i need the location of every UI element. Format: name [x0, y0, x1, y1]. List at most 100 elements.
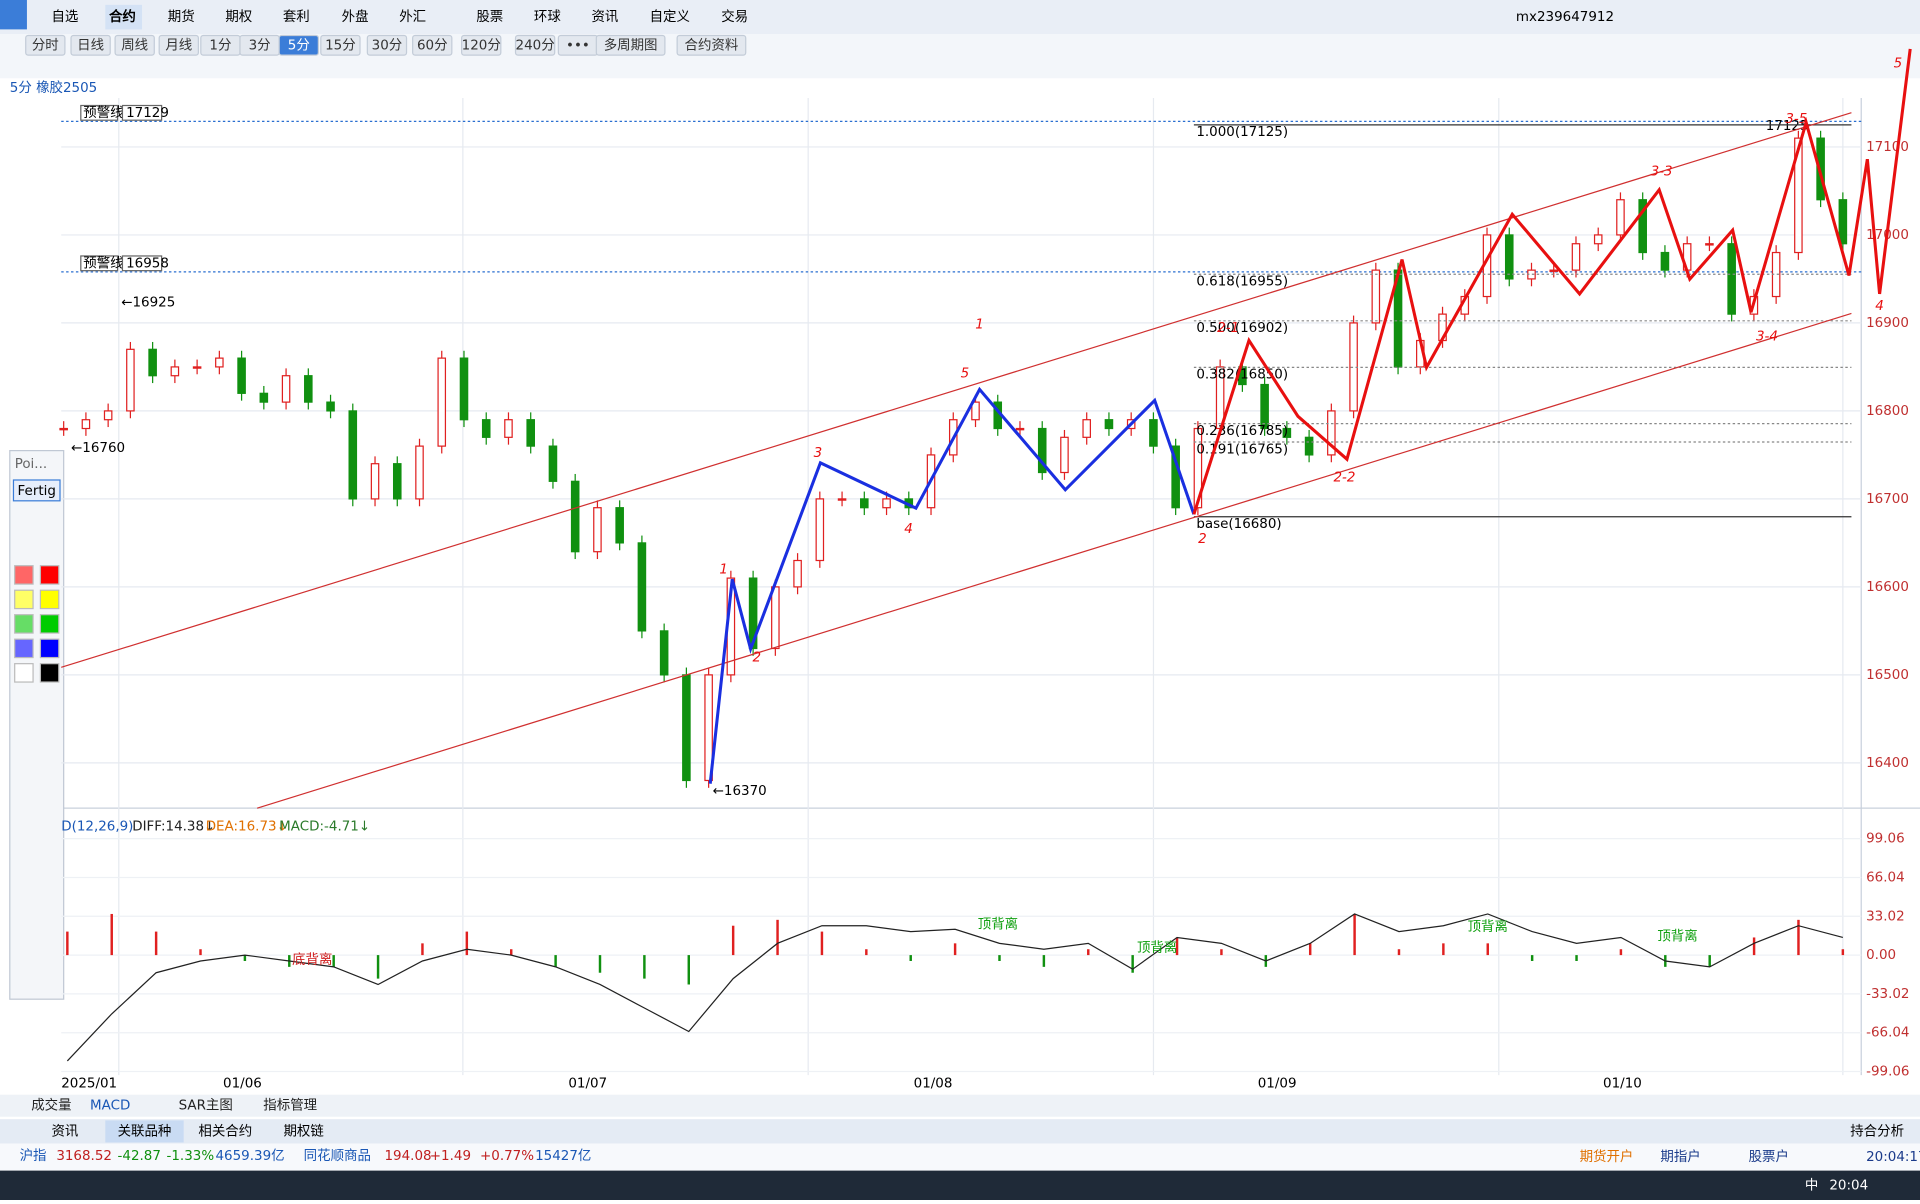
bottom-tab-bar — [0, 1119, 1920, 1144]
indicator-tab[interactable]: SAR主图 — [179, 1098, 233, 1114]
color-swatch[interactable] — [39, 663, 60, 683]
color-swatch[interactable] — [14, 614, 34, 634]
candle — [1149, 419, 1158, 447]
macd-bar — [998, 955, 1001, 961]
period-button[interactable] — [278, 34, 319, 56]
menu-item[interactable]: 股票 — [476, 10, 503, 25]
color-swatch[interactable] — [39, 565, 60, 585]
fib-label: 0.618(16955) — [1196, 275, 1288, 290]
candle — [1037, 427, 1047, 474]
candle — [126, 348, 135, 412]
candle — [348, 410, 358, 500]
bottom-tab[interactable]: 资讯 — [51, 1123, 78, 1139]
bottom-tab[interactable]: 期权链 — [283, 1122, 324, 1139]
period-label: 30分 — [372, 37, 403, 53]
price-tick: 16600 — [1866, 580, 1909, 595]
macd-bar — [154, 931, 158, 956]
price-tick: 16400 — [1866, 756, 1909, 771]
status-link[interactable]: 股票户 — [1749, 1148, 1789, 1165]
candle — [259, 392, 269, 403]
period-button[interactable] — [25, 34, 66, 56]
date-label: 2025/01 — [61, 1077, 117, 1092]
wave-blue — [708, 386, 1196, 784]
status-item: 沪指 — [20, 1148, 47, 1164]
palette-button[interactable]: Fertig — [18, 484, 56, 499]
palette-button-frame[interactable] — [12, 479, 61, 502]
period-button[interactable] — [320, 34, 361, 56]
menu-item[interactable]: 交易 — [721, 8, 748, 25]
candle — [1660, 251, 1670, 271]
channel-upper — [61, 112, 1852, 668]
menu-item[interactable]: 期权 — [225, 8, 252, 25]
period-button[interactable] — [158, 34, 199, 56]
divergence-note: 顶背离 — [1137, 939, 1177, 956]
macd-tick: -66.04 — [1866, 1026, 1909, 1041]
symbol-label: 5分 橡胶2505 — [10, 79, 97, 96]
menu-item[interactable]: 套利 — [283, 9, 310, 25]
menu-bar — [0, 0, 1920, 35]
color-swatch[interactable] — [39, 614, 60, 634]
user-name[interactable]: mx239647912 — [1516, 10, 1614, 25]
status-item: 3168.52 — [56, 1149, 112, 1164]
divergence-note: 顶背离 — [1468, 918, 1508, 935]
period-label: 240分 — [516, 37, 555, 53]
bottom-tab[interactable]: 持合分析 — [1850, 1123, 1904, 1139]
period-button[interactable] — [676, 34, 747, 56]
period-button[interactable] — [514, 34, 556, 56]
app-logo — [0, 0, 27, 30]
indicator-tab[interactable]: 指标管理 — [263, 1098, 317, 1114]
color-swatch[interactable] — [39, 638, 60, 659]
candle — [304, 375, 313, 403]
macd-bar — [1442, 943, 1445, 956]
toolbar — [0, 34, 1920, 79]
color-swatch[interactable] — [14, 638, 34, 659]
wave-label: 3 — [814, 446, 823, 461]
color-swatch[interactable] — [14, 589, 34, 610]
ime-indicator: 中 — [1805, 1177, 1818, 1193]
color-swatch[interactable] — [14, 663, 34, 683]
period-button[interactable] — [366, 34, 408, 56]
candle — [481, 419, 491, 438]
macd-bar — [776, 919, 779, 956]
macd-bar — [643, 955, 646, 979]
menu-item[interactable]: 外盘 — [342, 8, 369, 25]
status-link[interactable]: 期货开户 — [1580, 1148, 1634, 1165]
macd-bar — [554, 955, 557, 967]
price-label: ←16925 — [121, 295, 175, 310]
menu-item[interactable]: 期货 — [168, 8, 195, 25]
wave-label: 2-1 — [1217, 321, 1239, 336]
candle — [59, 427, 68, 431]
alert-value: 17129 — [126, 106, 169, 121]
candle — [1727, 243, 1736, 315]
candle — [659, 630, 669, 676]
indicator-tab[interactable]: MACD — [90, 1099, 130, 1114]
macd-bar — [731, 925, 735, 956]
indicator-tab-bar — [0, 1094, 1920, 1117]
menu-item[interactable]: 环球 — [534, 9, 561, 25]
menu-item[interactable]: 外汇 — [399, 9, 426, 25]
macd-bar — [199, 949, 202, 956]
menu-item[interactable]: 合约 — [109, 8, 136, 25]
macd-bar — [510, 949, 513, 956]
color-swatch[interactable] — [39, 589, 60, 610]
period-button[interactable] — [412, 34, 453, 56]
bottom-tab[interactable]: 相关合约 — [198, 1123, 252, 1139]
menu-item[interactable]: 资讯 — [591, 9, 618, 25]
menu-item[interactable]: 自定义 — [650, 9, 690, 25]
period-button[interactable] — [595, 34, 666, 56]
status-link[interactable]: 期指户 — [1660, 1148, 1700, 1165]
price-tick: 17100 — [1866, 140, 1909, 155]
clock: 20:04 — [1829, 1178, 1868, 1193]
candle — [1593, 234, 1603, 245]
period-button[interactable] — [461, 34, 502, 56]
candle — [81, 419, 91, 430]
period-button[interactable] — [114, 34, 155, 56]
bottom-tab[interactable]: 关联品种 — [118, 1123, 172, 1139]
divergence-note: 底背离 — [292, 951, 332, 968]
menu-item[interactable]: 自选 — [51, 9, 78, 25]
indicator-tab[interactable]: 成交量 — [31, 1097, 71, 1114]
candle — [1638, 199, 1647, 254]
color-swatch[interactable] — [14, 565, 34, 585]
price-label: ←16760 — [71, 441, 125, 456]
period-button[interactable] — [70, 34, 111, 56]
